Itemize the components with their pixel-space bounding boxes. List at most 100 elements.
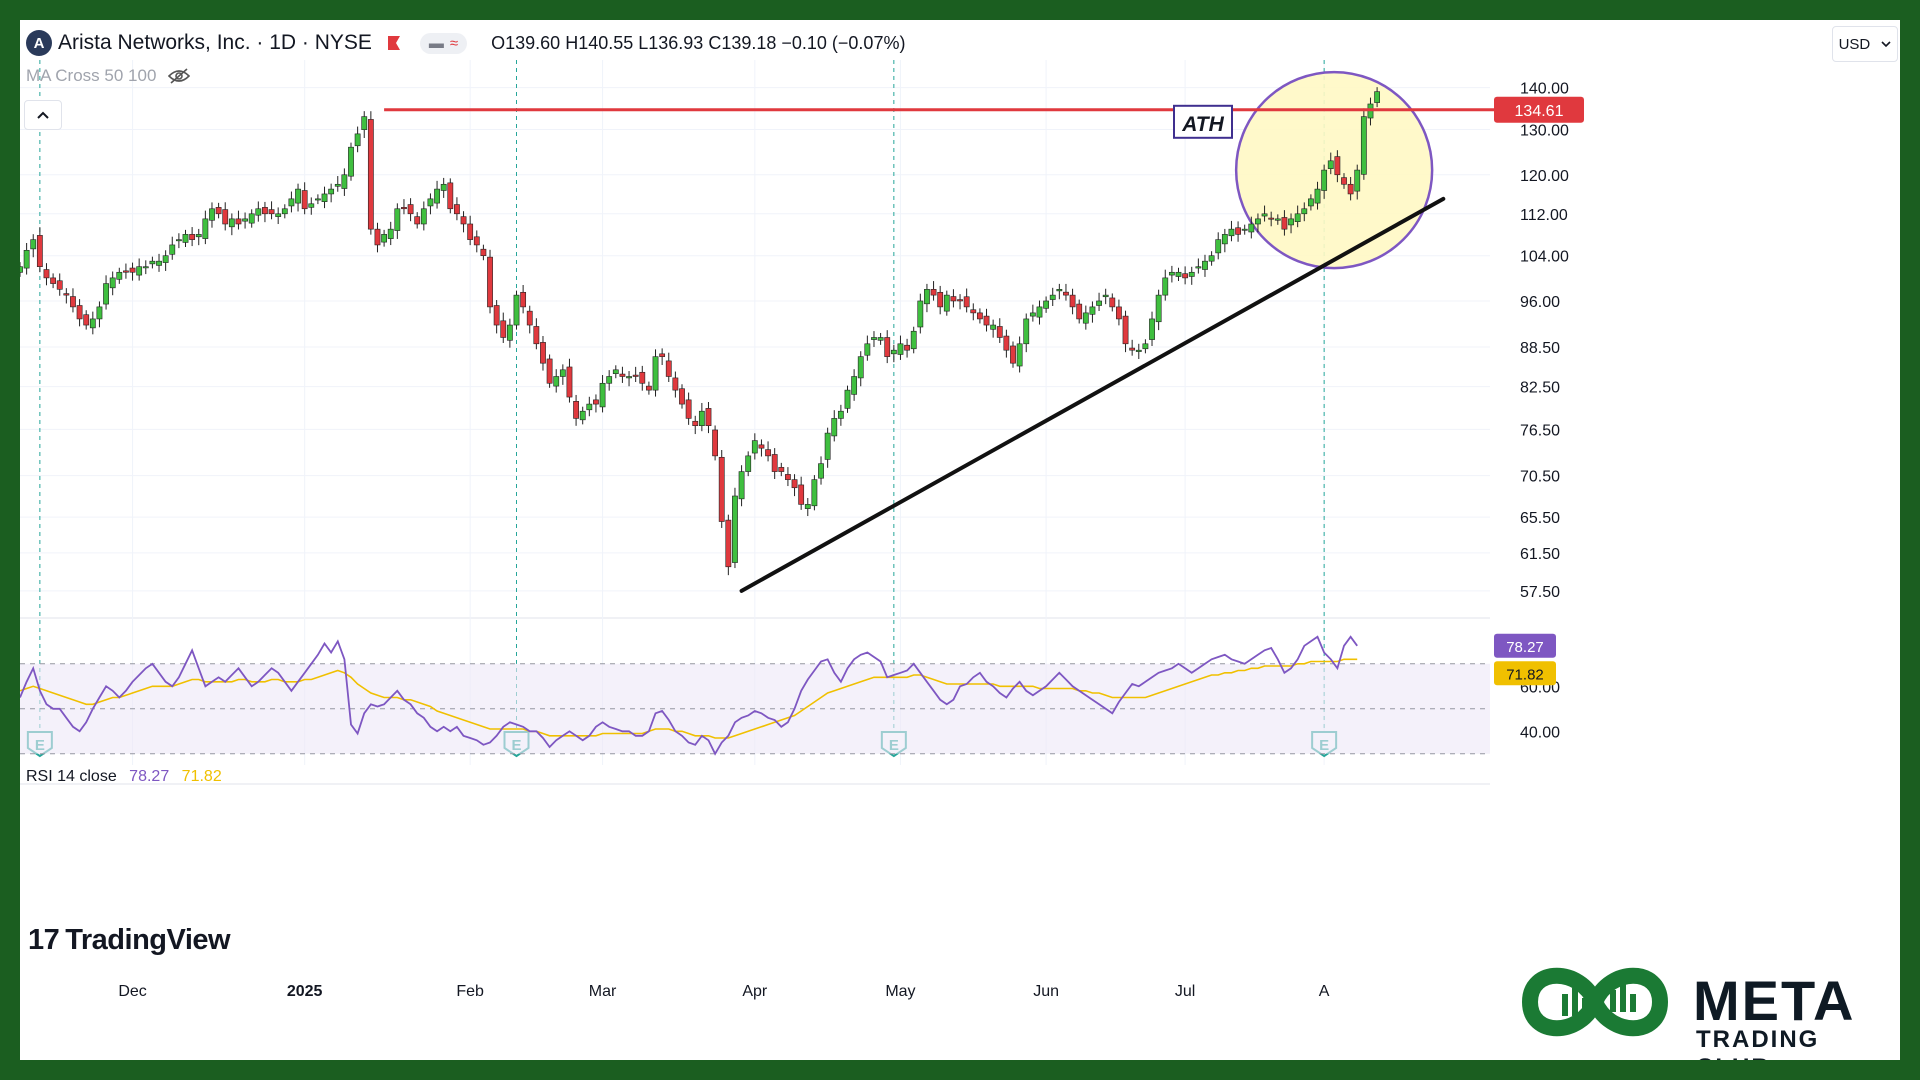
candle-body	[149, 260, 156, 265]
candle-body	[586, 403, 593, 411]
candle-body	[162, 255, 169, 263]
currency-selector[interactable]: USD	[1832, 26, 1898, 62]
candle-body	[904, 344, 910, 351]
collapse-legend-button[interactable]	[24, 100, 62, 130]
candle-body	[23, 249, 30, 269]
candle-body	[652, 356, 659, 391]
candle-body	[864, 343, 871, 356]
candle-body	[76, 305, 83, 320]
candle-body	[506, 324, 513, 341]
candle-body	[950, 296, 957, 302]
candle-body	[698, 410, 705, 427]
candle-body	[89, 318, 96, 329]
candle-body	[718, 456, 725, 522]
candle-body	[454, 204, 460, 215]
candle-body	[844, 389, 851, 409]
candle-body	[381, 234, 387, 243]
rsi-ma-line	[20, 658, 1358, 739]
price-tick-label: 65.50	[1520, 510, 1560, 527]
candle-body	[1202, 260, 1208, 270]
candle-body	[1069, 294, 1076, 308]
candle-body	[1043, 300, 1049, 309]
candle-body	[771, 454, 778, 472]
candle-body	[195, 234, 202, 238]
candle-body	[242, 218, 248, 222]
candle-body	[1281, 217, 1288, 230]
candle-body	[116, 271, 123, 280]
candle-body	[361, 116, 368, 130]
candle-body	[513, 294, 520, 326]
candle-body	[765, 449, 771, 457]
brand-mark-icon	[1521, 967, 1669, 1037]
candle-body	[473, 236, 480, 246]
candle-body	[837, 410, 844, 419]
candle-body	[566, 366, 573, 398]
candle-body	[215, 207, 222, 215]
indicator-label: MA Cross 50 100	[26, 66, 157, 85]
candle-body	[1029, 312, 1036, 317]
candle-body	[725, 519, 732, 568]
candle-body	[1122, 315, 1129, 345]
indicator-legend[interactable]: MA Cross 50 100	[26, 66, 191, 86]
candle-body	[1321, 169, 1328, 191]
candle-body	[1109, 297, 1116, 308]
candle-body	[526, 310, 533, 326]
chart-frame: 140.00 130.00 120.00 112.00 104.00 96.00 88.50…	[20, 20, 1900, 1060]
candle-body	[414, 216, 421, 225]
candle-body	[606, 376, 613, 384]
price-tick-label: 61.50	[1520, 546, 1560, 563]
status-pill[interactable]: ▬ ≈	[419, 32, 468, 54]
rsi-ma-tag-label: 71.82	[1506, 666, 1544, 683]
candle-body	[871, 337, 877, 340]
hidden-eye-icon[interactable]	[168, 68, 191, 84]
flag-icon[interactable]	[386, 35, 402, 51]
candle-body	[268, 209, 275, 215]
price-tick-label: 96.00	[1520, 294, 1560, 311]
candle-body	[1308, 198, 1314, 207]
price-tick-label: 76.50	[1520, 422, 1560, 439]
candle-body	[665, 360, 672, 377]
price-tick-label: 120.00	[1520, 168, 1569, 185]
rsi-ma-value: 71.82	[181, 768, 222, 785]
candle-body	[341, 174, 348, 189]
candle-body	[745, 455, 752, 472]
candle-body	[1294, 213, 1301, 223]
brand-title: META	[1693, 969, 1856, 1032]
candle-body	[156, 260, 162, 266]
candle-body	[321, 193, 328, 202]
candle-body	[1063, 291, 1069, 296]
symbol-line[interactable]: Arista Networks, Inc. · 1D · NYSE	[58, 31, 372, 54]
candle-body	[1023, 318, 1030, 345]
candle-body	[705, 408, 712, 427]
candle-body	[301, 190, 308, 210]
candle-body	[202, 218, 209, 239]
candle-body	[573, 401, 579, 419]
candle-body	[1241, 228, 1248, 231]
candle-body	[685, 399, 692, 419]
candle-body	[1129, 347, 1136, 351]
candle-body	[262, 207, 268, 215]
chart-canvas: 140.00 130.00 120.00 112.00 104.00 96.00 88.50…	[20, 20, 1900, 1060]
candle-body	[1155, 294, 1162, 323]
candle-body	[553, 376, 560, 387]
candle-body	[467, 223, 474, 240]
candle-body	[308, 203, 315, 208]
price-tick-label: 112.00	[1520, 207, 1568, 224]
rsi-legend[interactable]: RSI 14 close 78.27 71.82	[26, 768, 222, 786]
price-tick-label: 70.50	[1520, 469, 1560, 486]
candle-body	[679, 388, 685, 405]
candle-body	[811, 479, 818, 507]
candle-body	[136, 266, 143, 276]
tradingview-logo[interactable]: 17 TradingView	[28, 924, 231, 957]
rsi-value-tag	[1494, 633, 1556, 658]
rsi-value-tag-label: 78.27	[1506, 639, 1544, 656]
candle-body	[487, 256, 493, 308]
candle-body	[420, 208, 427, 225]
time-tick-label: Feb	[456, 983, 484, 1000]
candle-body	[579, 410, 586, 421]
candle-body	[632, 374, 639, 377]
candle-body	[1288, 218, 1294, 226]
candle-body	[824, 432, 831, 460]
candle-body	[831, 418, 838, 437]
candle-body	[1195, 266, 1202, 269]
